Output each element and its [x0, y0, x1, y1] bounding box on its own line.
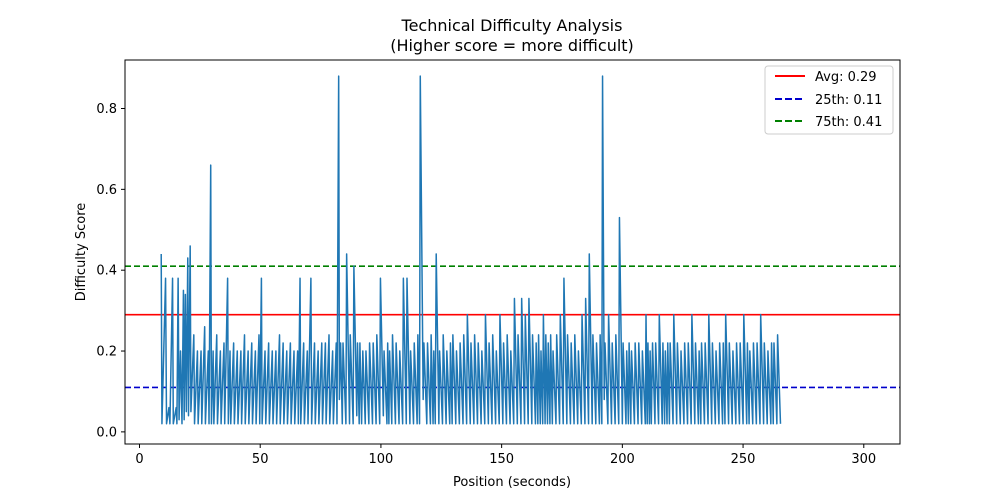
- chart-title: Technical Difficulty Analysis: [401, 16, 623, 35]
- legend-label-avg: Avg: 0.29: [815, 70, 877, 85]
- x-tick-label-5: 250: [731, 452, 756, 467]
- y-tick-label-3: 0.6: [96, 183, 117, 198]
- y-tick-label-1: 0.2: [96, 345, 117, 360]
- y-axis-label: Difficulty Score: [74, 203, 89, 302]
- x-tick-label-2: 100: [369, 452, 394, 467]
- y-tick-label-0: 0.0: [96, 425, 117, 440]
- x-tick-label-1: 50: [252, 452, 269, 467]
- plot-frame: [124, 59, 901, 445]
- x-axis: 0 50 100 150 200 250 300: [135, 444, 876, 467]
- x-tick-label-3: 150: [489, 452, 514, 467]
- series-layer: [160, 75, 782, 425]
- x-tick-label-4: 200: [610, 452, 635, 467]
- plot-area: [124, 59, 901, 445]
- legend: Avg: 0.29 25th: 0.11 75th: 0.41: [764, 65, 894, 135]
- x-axis-label: Position (seconds): [453, 475, 571, 490]
- chart-subtitle: (Higher score = more difficult): [390, 36, 634, 55]
- x-tick-label-6: 300: [851, 452, 876, 467]
- legend-label-75th: 75th: 0.41: [815, 115, 882, 130]
- series-line-0: [160, 75, 782, 425]
- x-tick-label-0: 0: [135, 452, 143, 467]
- legend-label-25th: 25th: 0.11: [815, 93, 882, 108]
- y-axis: 0.0 0.2 0.4 0.6 0.8: [96, 102, 125, 440]
- legend-frame: [764, 65, 894, 135]
- y-tick-label-4: 0.8: [96, 102, 117, 117]
- y-tick-label-2: 0.4: [96, 264, 117, 279]
